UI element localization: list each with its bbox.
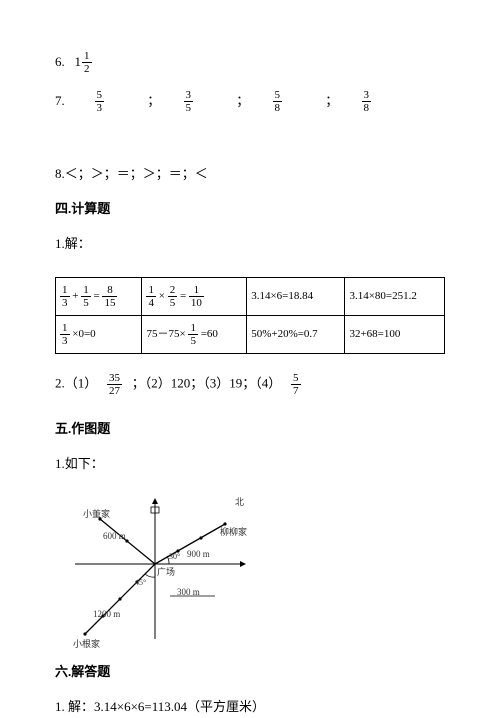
q6-number: 6. — [55, 54, 65, 69]
cell-r2c1: 13 ×0=0 — [56, 315, 142, 353]
calc-table: 13 + 15 = 815 14 × 25 = 110 3.14×6=18.84… — [55, 277, 445, 354]
q7-sep-1: ； — [147, 93, 160, 108]
q7-sep-2: ； — [236, 93, 249, 108]
house1-label: 小董家 — [83, 507, 110, 521]
map-diagram: 北 广场 小董家 600 m 柳柳家 900 m 小根家 1200 m 300 … — [65, 489, 265, 654]
question-7: 7. 53 ； 35 ； 58 ； 38 — [55, 89, 445, 114]
q8-text: 8.＜；＞；＝；＞；＝；＜ — [55, 166, 208, 181]
cell-r1c1: 13 + 15 = 815 — [56, 277, 142, 315]
q7-frac-4: 38 — [362, 89, 392, 114]
q7-sep-3: ； — [325, 93, 338, 108]
cell-r1c2: 14 × 25 = 110 — [142, 277, 247, 315]
question-6: 6. 1 12 — [55, 50, 445, 75]
d1-label: 600 m — [103, 529, 126, 543]
q7-frac-1: 53 — [95, 89, 125, 114]
q2-frac-2: 57 — [291, 372, 301, 397]
sec4-q2: 2.（1） 3527 ；（2）120；（3）19；（4） 57 — [55, 372, 445, 397]
house2-label: 柳柳家 — [220, 525, 247, 539]
table-row: 13 + 15 = 815 14 × 25 = 110 3.14×6=18.84… — [56, 277, 445, 315]
cell-r2c2: 75－75× 15 =60 — [142, 315, 247, 353]
question-8: 8.＜；＞；＝；＞；＝；＜ — [55, 164, 445, 185]
d2-label: 900 m — [187, 547, 210, 561]
north-label: 北 — [235, 495, 244, 509]
q2-frac-1: 3527 — [107, 372, 122, 397]
d4-label: 300 m — [177, 585, 200, 599]
q7-frac-3: 58 — [273, 89, 303, 114]
sec4-q1: 1.解： — [55, 234, 445, 255]
center-label: 广场 — [157, 565, 175, 579]
section-5-title: 五.作图题 — [55, 419, 445, 440]
cell-r1c4: 3.14×80=251.2 — [345, 277, 445, 315]
sec6-q1: 1. 解：3.14×6×6=113.04（平方厘米） — [55, 697, 445, 718]
section-4-title: 四.计算题 — [55, 199, 445, 220]
cell-r2c4: 32+68=100 — [345, 315, 445, 353]
ang2-label: 45° — [135, 577, 146, 590]
cell-r1c3: 3.14×6=18.84 — [247, 277, 345, 315]
sec5-q1: 1.如下： — [55, 454, 445, 475]
cell-r2c3: 50%+20%=0.7 — [247, 315, 345, 353]
section-6-title: 六.解答题 — [55, 662, 445, 683]
d3-label: 1200 m — [93, 607, 120, 621]
q6-mixed-fraction: 1 12 — [75, 50, 92, 75]
table-row: 13 ×0=0 75－75× 15 =60 50%+20%=0.7 32+68=… — [56, 315, 445, 353]
house3-label: 小根家 — [73, 637, 100, 651]
q7-number: 7. — [55, 93, 65, 108]
q7-frac-2: 35 — [184, 89, 214, 114]
ang1-label: 30° — [169, 551, 180, 564]
